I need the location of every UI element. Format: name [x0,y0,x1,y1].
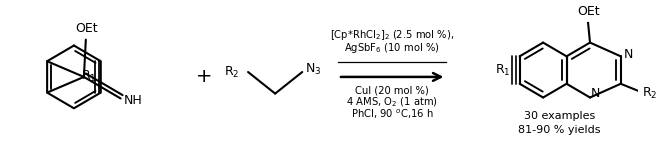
Text: +: + [196,67,213,86]
Text: R$_1$: R$_1$ [495,62,511,78]
Text: [Cp*RhCl$_2$]$_2$ (2.5 mol %),: [Cp*RhCl$_2$]$_2$ (2.5 mol %), [330,28,455,42]
Text: CuI (20 mol %): CuI (20 mol %) [355,86,429,96]
Text: NH: NH [124,94,142,107]
Text: R$_2$: R$_2$ [642,86,657,101]
Text: 81-90 % yields: 81-90 % yields [519,125,601,135]
Text: N$_3$: N$_3$ [305,61,322,77]
Text: 4 AMS, O$_2$ (1 atm): 4 AMS, O$_2$ (1 atm) [346,96,438,109]
Text: R$_2$: R$_2$ [224,65,240,80]
Text: N: N [591,87,600,100]
Text: PhCl, 90 $^o$C,16 h: PhCl, 90 $^o$C,16 h [351,107,434,121]
Text: 30 examples: 30 examples [524,111,595,121]
Text: OEt: OEt [577,5,599,18]
Text: R$_1$: R$_1$ [82,69,97,85]
Text: OEt: OEt [76,22,98,35]
Text: AgSbF$_6$ (10 mol %): AgSbF$_6$ (10 mol %) [344,41,440,56]
Text: N: N [624,48,633,61]
